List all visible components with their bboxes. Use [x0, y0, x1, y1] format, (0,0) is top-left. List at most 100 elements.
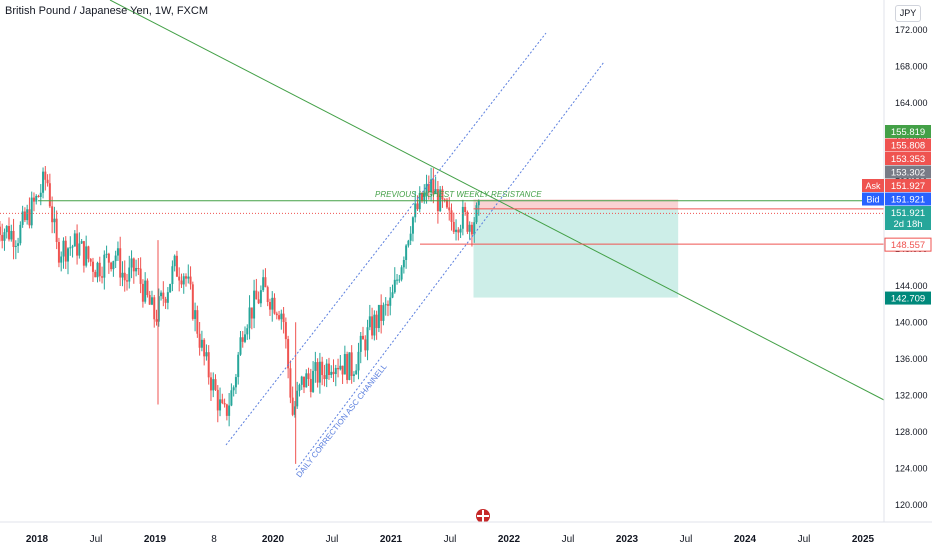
candle-body — [73, 233, 76, 247]
symbol-title[interactable]: British Pound / Japanese Yen, 1W, FXCM — [5, 5, 209, 17]
candle-body — [135, 268, 138, 272]
candle-body — [455, 229, 458, 232]
candle-body — [341, 365, 344, 375]
candle-body — [194, 310, 197, 319]
label-bid[interactable] — [885, 192, 931, 206]
candle-body — [237, 354, 240, 378]
candle-body — [409, 233, 412, 241]
candle-body — [32, 197, 35, 202]
candle-body — [291, 397, 294, 415]
candle-body — [155, 319, 158, 322]
candle-body — [423, 192, 426, 202]
candle-body — [28, 209, 31, 226]
candle-body — [271, 297, 274, 310]
candle-body — [396, 279, 399, 281]
x-tick-label: 8 — [211, 534, 217, 545]
label-155819[interactable] — [885, 125, 931, 138]
candle-body — [309, 378, 312, 392]
label-ask[interactable] — [885, 179, 931, 192]
x-tick-label: Jul — [444, 534, 457, 545]
candle-body — [377, 304, 380, 329]
stop-loss-zone[interactable] — [473, 199, 679, 209]
channel-upper-line[interactable] — [225, 32, 547, 446]
label-142709[interactable] — [885, 291, 931, 305]
descending-trendline[interactable] — [109, 0, 885, 401]
candle-body — [85, 246, 88, 266]
label-last[interactable] — [885, 206, 931, 230]
candle-body — [221, 399, 224, 404]
candle-body — [62, 240, 65, 257]
label-142709-text: 142.709 — [891, 294, 925, 305]
candle-body — [53, 218, 56, 223]
candle-body — [171, 266, 174, 285]
candle-body — [439, 189, 442, 212]
label-ask-text: 151.927 — [891, 181, 925, 192]
label-bid-tag — [862, 192, 884, 206]
candle-body — [55, 218, 58, 242]
candle-body — [262, 277, 265, 291]
price-axis[interactable]: 120.000 124.000 128.000 132.000 136.000 140.0… — [883, 0, 932, 550]
candle-body — [366, 327, 369, 351]
candle-body — [121, 272, 124, 278]
candle-body — [289, 368, 292, 398]
candle-body — [30, 197, 33, 226]
label-148557[interactable] — [884, 237, 932, 252]
candle-body — [464, 206, 467, 213]
time-axis[interactable]: 2018 Jul 2019 8 2020 Jul 2021 Jul 2022 Jul 2023 Jul… — [0, 521, 932, 550]
candle-body — [17, 243, 20, 246]
candle-body — [76, 233, 79, 256]
candle-body — [19, 224, 22, 244]
candle-body — [3, 232, 6, 241]
candle-body — [98, 262, 101, 277]
candle-body — [112, 261, 115, 270]
take-profit-zone[interactable] — [473, 208, 679, 298]
candle-body — [216, 389, 219, 411]
candle-body — [173, 255, 176, 267]
candle-body — [421, 192, 424, 202]
candle-body — [445, 199, 448, 208]
candle-body — [355, 370, 358, 375]
candle-body — [175, 255, 178, 277]
label-153302[interactable] — [885, 165, 931, 179]
candle-body — [384, 304, 387, 306]
candle-body — [293, 406, 296, 415]
candle-body — [280, 313, 283, 320]
x-tick-label: Jul — [90, 534, 103, 545]
candle-body — [264, 277, 267, 288]
candle-body — [303, 376, 306, 388]
candle-body — [350, 352, 353, 376]
drawing-lines — [0, 0, 885, 471]
x-tick-label: Jul — [326, 534, 339, 545]
candle-body — [284, 322, 287, 340]
candle-body — [57, 241, 60, 263]
candle-body — [312, 370, 315, 392]
label-153353[interactable] — [885, 152, 931, 165]
candle-body — [300, 376, 303, 385]
x-tick-label: 2022 — [498, 534, 521, 545]
currency-button[interactable]: JPY — [895, 5, 921, 22]
candle-body — [64, 240, 67, 262]
candle-body — [477, 200, 480, 206]
label-155808[interactable] — [885, 138, 931, 152]
y-tick-label: 168.000 — [895, 62, 928, 72]
label-bid-text: 151.921 — [891, 195, 925, 206]
candle-body — [348, 352, 351, 380]
x-tick-label: 2023 — [616, 534, 639, 545]
x-tick-label: Jul — [680, 534, 693, 545]
candle-body — [164, 298, 167, 303]
candle-body — [191, 284, 194, 319]
y-tick-label: 128.000 — [895, 427, 928, 437]
candle-body — [228, 405, 231, 416]
candle-body — [330, 371, 333, 376]
candle-body — [375, 314, 378, 329]
candle-body — [139, 268, 142, 284]
candle-body — [411, 217, 414, 234]
channel-lower-line[interactable] — [295, 61, 605, 471]
candle-body — [389, 297, 392, 306]
candle-body — [78, 243, 81, 256]
candle-body — [450, 210, 453, 222]
candle-body — [44, 171, 47, 180]
candle-body — [386, 304, 389, 306]
